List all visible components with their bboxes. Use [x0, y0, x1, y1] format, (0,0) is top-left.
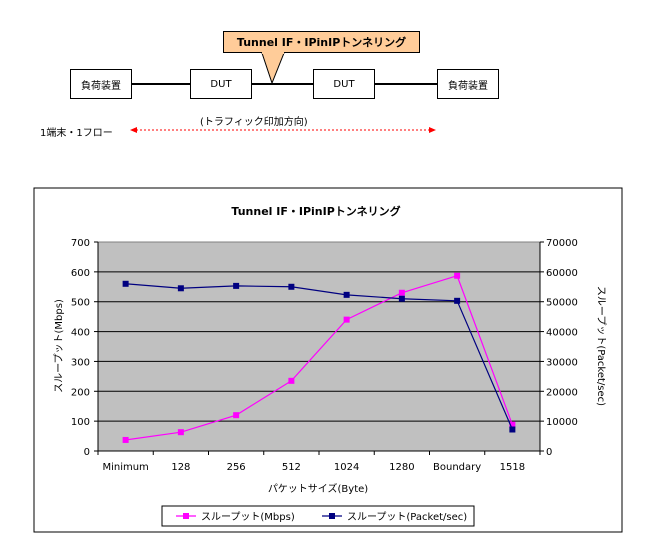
- series-point: [454, 272, 461, 279]
- tunnel-callout: Tunnel IF・IPinIPトンネリング: [223, 31, 420, 53]
- x-tick-label: 256: [227, 462, 246, 473]
- legend-marker: [329, 513, 335, 519]
- y-left-tick-label: 500: [71, 298, 90, 309]
- x-tick-label: 1518: [500, 462, 525, 473]
- y-right-tick-label: 20000: [546, 387, 578, 398]
- series-line: [125, 283, 513, 430]
- series-point: [177, 429, 184, 436]
- y-axis-left-label: スループット(Mbps): [53, 299, 65, 393]
- series-point: [233, 282, 240, 289]
- series-point: [122, 280, 129, 287]
- y-right-tick-label: 50000: [546, 298, 578, 309]
- series-point: [233, 412, 240, 419]
- series-point: [177, 285, 184, 292]
- series-point: [454, 297, 461, 304]
- flow-label: 1端末・1フロー: [40, 128, 113, 139]
- series-point: [288, 377, 295, 384]
- x-tick-label: 1280: [389, 462, 414, 473]
- y-left-tick-label: 100: [71, 417, 90, 428]
- x-tick-label: 1024: [334, 462, 359, 473]
- legend-label: スループット(Packet/sec): [347, 511, 467, 523]
- chart-title: Tunnel IF・IPinIPトンネリング: [231, 204, 400, 218]
- direction-label: (トラフィック印加方向): [200, 117, 308, 128]
- y-right-tick-label: 40000: [546, 328, 578, 339]
- y-left-tick-label: 400: [71, 328, 90, 339]
- series-point: [398, 289, 405, 296]
- dut-left: DUT: [190, 69, 252, 99]
- y-left-tick-label: 300: [71, 357, 90, 368]
- dut-right: DUT: [313, 69, 375, 99]
- x-tick-label: Minimum: [102, 462, 148, 473]
- legend-label: スループット(Mbps): [201, 511, 295, 523]
- y-right-tick-label: 10000: [546, 417, 578, 428]
- series-point: [288, 283, 295, 290]
- x-axis-label: パケットサイズ(Byte): [268, 482, 368, 495]
- series-point: [122, 436, 129, 443]
- y-right-tick-label: 70000: [546, 238, 578, 249]
- y-left-tick-label: 0: [84, 447, 90, 458]
- legend: [161, 505, 475, 527]
- plot-area: [97, 241, 541, 452]
- series-point: [343, 291, 350, 298]
- series-point: [509, 426, 516, 433]
- series-point: [509, 421, 516, 428]
- series-point: [398, 295, 405, 302]
- y-right-tick-label: 30000: [546, 357, 578, 368]
- series-point: [343, 316, 350, 323]
- x-tick-label: Boundary: [433, 462, 481, 473]
- x-tick-label: 512: [282, 462, 301, 473]
- y-axis-right-label: スループット(Packet/sec): [595, 286, 607, 406]
- diagram-lines: [130, 52, 438, 133]
- y-left-tick-label: 700: [71, 238, 90, 249]
- y-right-tick-label: 0: [546, 447, 552, 458]
- series-line: [125, 274, 513, 441]
- x-tick-label: 128: [171, 462, 190, 473]
- load-device-left: 負荷装置: [70, 69, 132, 99]
- y-left-tick-label: 600: [71, 268, 90, 279]
- load-device-right: 負荷装置: [437, 69, 499, 99]
- legend-marker: [183, 513, 189, 519]
- y-left-tick-label: 200: [71, 387, 90, 398]
- y-right-tick-label: 60000: [546, 268, 578, 279]
